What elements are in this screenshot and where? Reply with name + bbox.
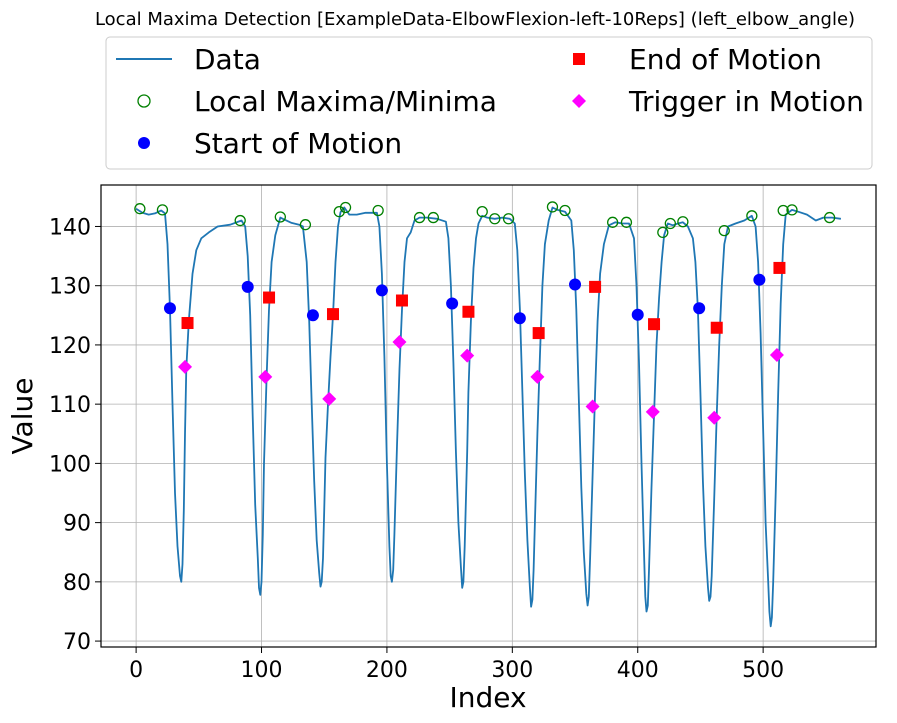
end-of-motion-point [263, 291, 276, 304]
local-extrema-point [476, 206, 488, 218]
local-extrema-point [559, 204, 571, 217]
grid [101, 185, 876, 647]
local-extrema-point [746, 210, 758, 222]
start-of-motion-point [375, 284, 388, 297]
local-extrema-point [823, 211, 836, 224]
local-extrema-point [274, 211, 286, 223]
x-tick-label: 0 [129, 658, 143, 683]
x-tick-label: 500 [742, 658, 784, 683]
start-of-motion-point [569, 278, 582, 291]
local-extrema-point [333, 206, 345, 218]
trigger-in-motion-point [392, 334, 407, 349]
start-of-motion-point [693, 302, 706, 315]
y-tick-label: 100 [49, 452, 91, 477]
legend-label-trigger: Trigger in Motion [628, 85, 864, 118]
local-extrema-point [372, 204, 384, 217]
trigger-in-motion-point [585, 399, 600, 414]
start-of-motion-point [753, 273, 766, 286]
x-tick-label: 200 [366, 658, 408, 683]
local-extrema-point [427, 211, 439, 224]
trigger-in-motion-point [645, 404, 660, 419]
end-of-motion-point [532, 327, 545, 340]
y-tick-label: 120 [49, 334, 91, 359]
legend-item-start: Start of Motion [138, 127, 402, 160]
chart-title: Local Maxima Detection [ExampleData-Elbo… [95, 9, 855, 30]
trigger-in-motion-point [178, 359, 193, 374]
end-of-motion-point [395, 294, 408, 307]
end-of-motion-point [773, 261, 786, 274]
local-extrema-point [546, 201, 559, 213]
local-extrema-point [664, 217, 676, 230]
legend-label-extrema: Local Maxima/Minima [194, 85, 497, 118]
local-extrema-point [156, 204, 169, 216]
legend-marker-start [138, 137, 150, 149]
legend-frame [105, 36, 873, 170]
y-tick-label: 70 [63, 630, 91, 655]
y-tick-label: 110 [49, 393, 91, 418]
start-of-motion-point [163, 302, 176, 315]
local-extrema-point [777, 204, 789, 217]
legend-label-end: End of Motion [629, 43, 822, 76]
local-extrema-point [502, 213, 515, 225]
end-of-motion-point [589, 280, 602, 293]
end-of-motion-point [326, 308, 339, 321]
legend-marker-trigger [572, 94, 586, 108]
local-extrema-point [657, 226, 669, 239]
x-tick-label: 300 [491, 658, 533, 683]
end-of-motion-point [462, 305, 475, 318]
legend-marker-end [573, 53, 585, 65]
local-extrema-point [620, 216, 633, 228]
local-extrema-point [234, 214, 246, 227]
trigger-in-motion-point [322, 391, 337, 406]
plot-area: 0 100 200 300 400 500 70 80 90 100 110 120 130 140 [49, 184, 877, 683]
trigger-in-motion-point [769, 347, 784, 362]
legend-marker-extrema [137, 94, 151, 108]
legend-label-start: Start of Motion [194, 127, 402, 160]
local-extrema-point [786, 204, 798, 216]
local-extrema-point [677, 216, 689, 228]
y-tick-label: 90 [63, 512, 91, 537]
start-of-motion-point [306, 309, 319, 322]
y-tick-label: 140 [49, 215, 91, 240]
start-of-motion-point [446, 297, 459, 310]
local-extrema-point [607, 216, 619, 228]
start-of-motion-point [513, 312, 526, 325]
legend-item-extrema: Local Maxima/Minima [137, 85, 497, 118]
trigger-in-motion-point [460, 348, 475, 363]
legend-label-data: Data [194, 43, 261, 76]
y-tick-label: 130 [49, 275, 91, 300]
trigger-in-motion-point [707, 410, 722, 425]
plot-frame [100, 184, 877, 648]
legend: Data Local Maxima/Minima Start of Motion En… [105, 36, 873, 170]
trigger-in-motion-point [258, 369, 273, 384]
y-tick-label: 80 [63, 571, 91, 596]
local-extrema-point [413, 211, 426, 224]
y-axis-label: Value [6, 378, 39, 455]
local-extrema-point [718, 224, 730, 237]
data-series-line [135, 206, 842, 628]
local-extrema-point [299, 219, 312, 231]
start-of-motion-point [241, 280, 254, 293]
legend-item-trigger: Trigger in Motion [572, 85, 864, 118]
end-of-motion-point [710, 321, 723, 334]
local-extrema-point [339, 201, 352, 214]
legend-item-data: Data [116, 43, 261, 76]
local-extrema-point [134, 203, 146, 215]
end-of-motion-point [648, 318, 661, 331]
start-of-motion-point [631, 308, 644, 321]
end-of-motion-point [181, 317, 194, 330]
x-tick-label: 100 [241, 658, 283, 683]
local-extrema-point [489, 213, 501, 225]
legend-item-end: End of Motion [573, 43, 822, 76]
x-tick-label: 400 [617, 658, 659, 683]
x-axis-label: Index [449, 681, 526, 714]
trigger-in-motion-point [530, 369, 545, 384]
